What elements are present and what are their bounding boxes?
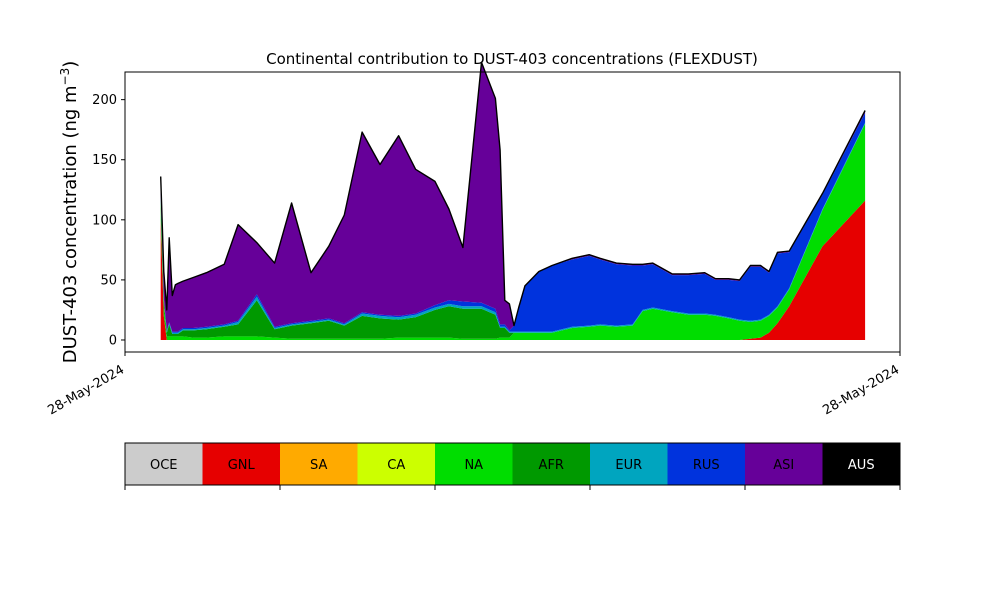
legend-swatch-na (435, 443, 513, 485)
y-tick-label: 200 (92, 93, 117, 108)
y-axis-label-main: DUST-403 concentration (ng m (60, 85, 81, 363)
y-axis-label-close: ) (60, 61, 81, 68)
x-tick-label: 28-May-2024 (820, 362, 902, 418)
legend-swatch-ca (357, 443, 435, 485)
legend-label-aus: AUS (848, 458, 875, 473)
legend-swatch-gnl (202, 443, 280, 485)
legend-label-rus: RUS (693, 458, 720, 473)
legend-swatch-asi (745, 443, 823, 485)
legend-label-asi: ASI (773, 458, 794, 473)
legend-swatch-rus (667, 443, 745, 485)
area-series-asi (160, 62, 866, 332)
legend-label-ca: CA (387, 458, 405, 473)
legend-swatch-afr (512, 443, 590, 485)
y-axis-label-exponent: −3 (58, 68, 72, 86)
legend-label-eur: EUR (615, 458, 642, 473)
legend-swatch-aus (822, 443, 900, 485)
legend-swatch-sa (280, 443, 358, 485)
x-tick-label: 28-May-2024 (45, 362, 127, 418)
legend-label-sa: SA (310, 458, 327, 473)
legend-label-na: NA (464, 458, 483, 473)
chart-title: Continental contribution to DUST-403 con… (266, 50, 758, 68)
legend-label-gnl: GNL (228, 458, 256, 473)
total-concentration-line (160, 61, 866, 327)
area-layer (160, 61, 866, 340)
legend-frame (124, 442, 901, 486)
y-axis-label: DUST-403 concentration (ng m−3) (58, 61, 81, 364)
plot-frame (124, 71, 901, 353)
area-series-gnl (160, 200, 866, 340)
legend-swatch-eur (590, 443, 668, 485)
legend-label-oce: OCE (150, 458, 178, 473)
y-tick-label: 100 (92, 213, 117, 228)
legend-label-afr: AFR (539, 458, 564, 473)
y-tick-label: 0 (109, 333, 117, 348)
y-tick-label: 50 (100, 273, 117, 288)
legend-layer: OCE GNL SA CA NA AFR EUR RUS ASI AUS (124, 442, 901, 490)
legend-swatch-oce (125, 443, 203, 485)
area-series-rus (160, 112, 866, 333)
y-tick-label: 150 (92, 153, 117, 168)
